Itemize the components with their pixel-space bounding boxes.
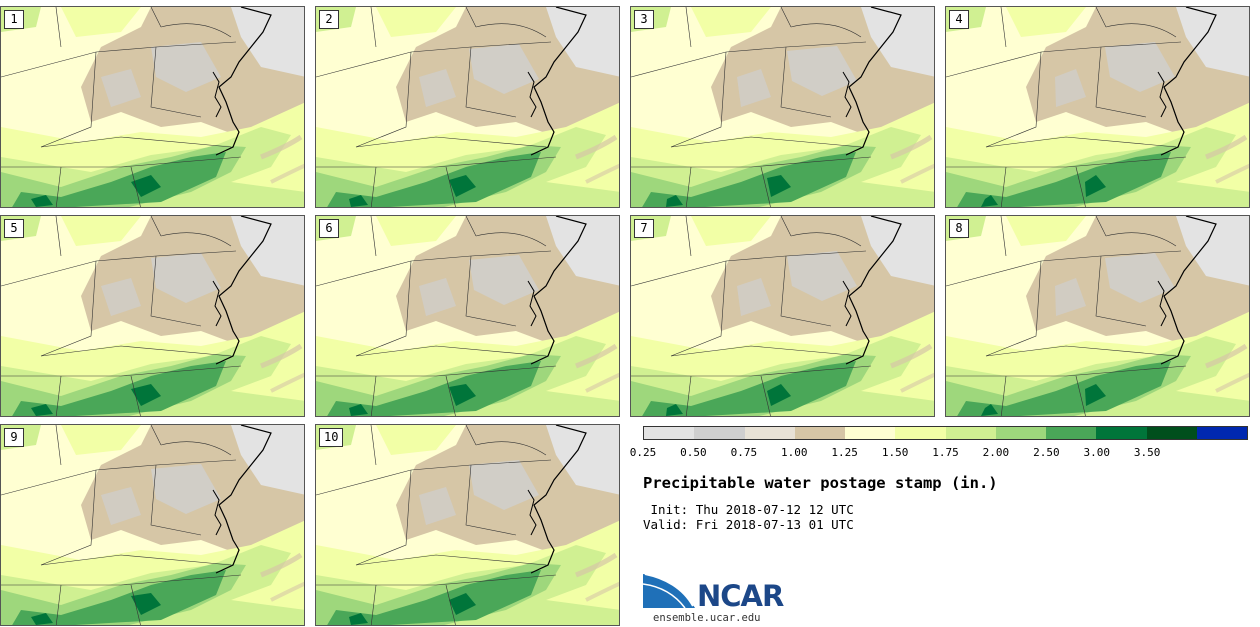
map-field [946, 7, 1249, 207]
colorbar-tick-label: 3.50 [1133, 446, 1161, 459]
map-field [1, 425, 304, 625]
init-label: Init: [643, 502, 689, 517]
member-label: 6 [319, 219, 339, 238]
map-field [316, 425, 619, 625]
colorbar-tick-label: 2.50 [1033, 446, 1060, 459]
colorbar-segment [945, 427, 996, 439]
colorbar-segment [895, 427, 946, 439]
colorbar-tick-label: 2.00 [982, 446, 1010, 459]
colorbar-segment [1196, 427, 1247, 439]
member-panel: 5 [0, 215, 305, 417]
map-field [946, 216, 1249, 416]
colorbar-segment [644, 427, 695, 439]
figure-title: Precipitable water postage stamp (in.) [643, 474, 998, 492]
member-label: 7 [634, 219, 654, 238]
valid-time: Valid: Fri 2018-07-13 01 UTC [643, 517, 854, 532]
map-field [631, 216, 934, 416]
logo-text: NCAR [697, 579, 784, 613]
colorbar-tick-label: 1.25 [831, 446, 858, 459]
member-label: 2 [319, 10, 339, 29]
colorbar-tick-label: 0.50 [680, 446, 707, 459]
colorbar-segment [744, 427, 795, 439]
init-value: Thu 2018-07-12 12 UTC [695, 502, 854, 517]
ncar-logo-icon [643, 573, 695, 609]
member-label: 1 [4, 10, 24, 29]
map-field [1, 216, 304, 416]
member-label: 4 [949, 10, 969, 29]
member-panel: 7 [630, 215, 935, 417]
member-panel: 3 [630, 6, 935, 208]
map-field [316, 7, 619, 207]
colorbar-segment [694, 427, 745, 439]
member-label: 9 [4, 428, 24, 447]
map-field [316, 216, 619, 416]
member-label: 8 [949, 219, 969, 238]
map-field [1, 7, 304, 207]
member-panel: 9 [0, 424, 305, 626]
member-panel: 4 [945, 6, 1250, 208]
valid-label: Valid: [643, 517, 689, 532]
valid-value: Fri 2018-07-13 01 UTC [695, 517, 854, 532]
logo-url: ensemble.ucar.edu [653, 612, 761, 624]
map-field [631, 7, 934, 207]
member-panel: 2 [315, 6, 620, 208]
colorbar-segment [1046, 427, 1097, 439]
colorbar-segment [1146, 427, 1197, 439]
member-label: 3 [634, 10, 654, 29]
colorbar-segment [1096, 427, 1147, 439]
member-panel: 6 [315, 215, 620, 417]
member-label: 5 [4, 219, 24, 238]
colorbar [643, 426, 1248, 440]
colorbar-segment [845, 427, 896, 439]
colorbar-tick-label: 3.00 [1083, 446, 1111, 459]
colorbar-tick-label: 0.25 [629, 446, 657, 459]
colorbar-tick-label: 0.75 [730, 446, 758, 459]
colorbar-tick-label: 1.50 [881, 446, 909, 459]
member-panel: 8 [945, 215, 1250, 417]
colorbar-tick-label: 1.00 [781, 446, 808, 459]
member-label: 10 [319, 428, 344, 447]
colorbar-tick-label: 1.75 [932, 446, 959, 459]
member-panel: 10 [315, 424, 620, 626]
colorbar-segment [794, 427, 845, 439]
init-time: Init: Thu 2018-07-12 12 UTC [643, 502, 854, 517]
colorbar-segment [995, 427, 1046, 439]
member-panel: 1 [0, 6, 305, 208]
